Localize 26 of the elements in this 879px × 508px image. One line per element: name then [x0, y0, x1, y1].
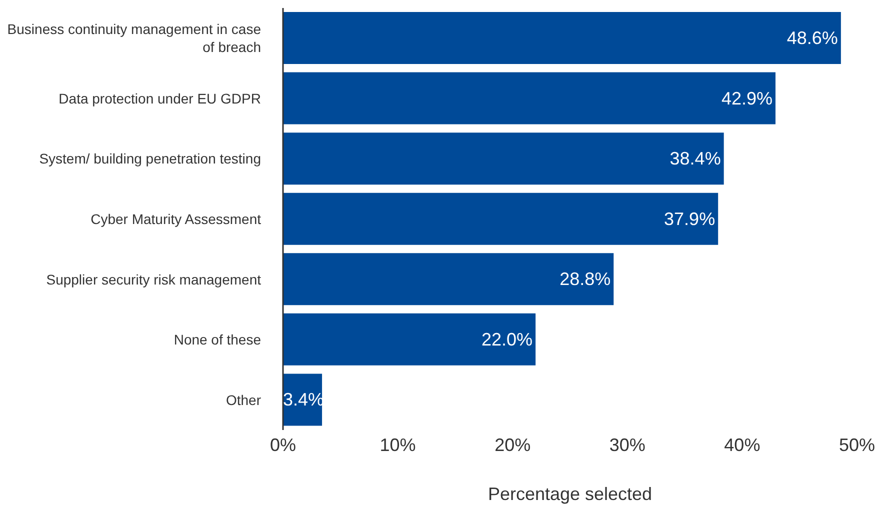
x-tick-label: 30%: [609, 434, 646, 455]
x-tick-label: 50%: [838, 434, 876, 455]
y-tick-label: None of these: [174, 332, 262, 348]
y-tick-label: Supplier security risk management: [46, 271, 262, 288]
data-label: 38.4%: [670, 148, 721, 169]
data-label: 28.8%: [560, 269, 611, 290]
x-tick-label: 10%: [380, 434, 416, 455]
bar: [283, 253, 614, 306]
y-tick-label: Other: [226, 392, 262, 408]
bar: [283, 313, 536, 366]
y-tick-label: Business continuity management in case of breach: [7, 21, 262, 56]
y-tick-label: Cyber Maturity Assessment: [90, 211, 262, 227]
x-tick-label: 40%: [724, 434, 760, 455]
bar: [283, 132, 724, 185]
x-tick-label: 0%: [270, 434, 296, 455]
y-tick-label: System/ building penetration testing: [39, 150, 261, 167]
data-label: 37.9%: [664, 208, 716, 229]
x-axis-title: Percentage selected: [488, 484, 652, 504]
bar: [283, 12, 841, 64]
bar: [283, 192, 718, 245]
y-tick-label: Data protection under EU GDPR: [58, 90, 261, 106]
data-label: 22.0%: [482, 329, 533, 350]
x-tick-label: 20%: [494, 434, 531, 455]
data-label: 42.9%: [721, 88, 772, 108]
bar: [283, 72, 776, 124]
data-label: 48.6%: [786, 28, 838, 48]
